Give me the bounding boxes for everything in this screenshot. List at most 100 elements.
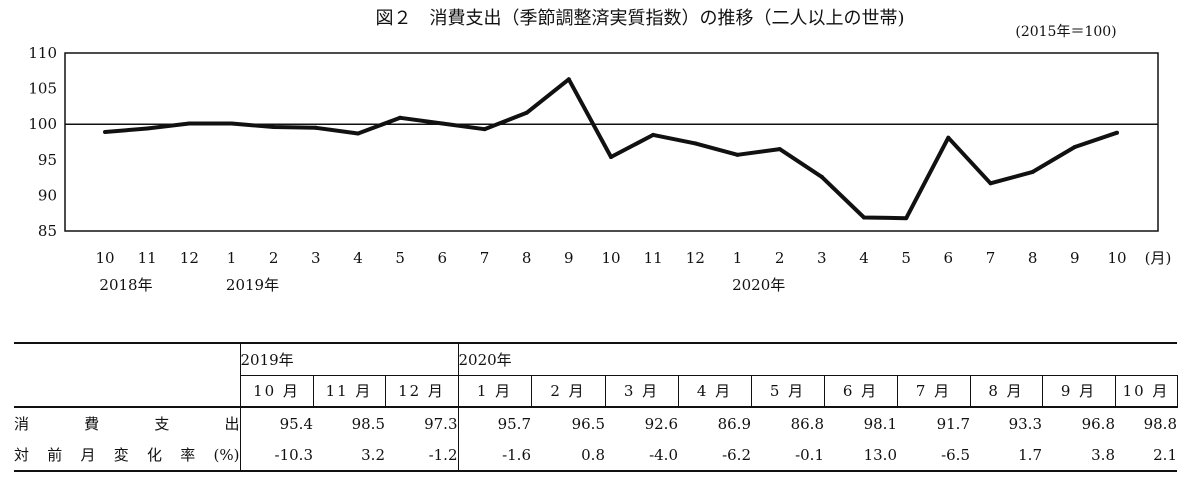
x-tick-label: 6 <box>944 249 954 267</box>
month-header: 6 月 <box>823 374 898 408</box>
chart: 図２ 消費支出（季節調整済実質指数）の推移（二人以上の世帯) (2015年＝10… <box>28 8 1171 294</box>
year-label: 2020年 <box>732 276 785 294</box>
data-point <box>946 135 951 140</box>
table-cell: -6.2 <box>678 439 751 472</box>
table-row-spending: 消 費 支 出 95.4 98.5 97.3 95.7 96.5 92.6 86.9 86.8… <box>14 406 1177 439</box>
data-point <box>524 110 529 115</box>
x-tick-label: 12 <box>686 249 705 267</box>
data-point <box>777 147 782 152</box>
x-tick-label: 8 <box>522 249 532 267</box>
table-cell: 86.8 <box>751 406 824 439</box>
table-cell: 13.0 <box>824 439 897 472</box>
data-point <box>735 152 740 157</box>
x-tick-label: 10 <box>601 249 620 267</box>
table-cell: 95.4 <box>239 406 313 439</box>
x-tick-label: 3 <box>817 249 827 267</box>
x-tick-label: 7 <box>986 249 996 267</box>
y-tick-label: 110 <box>28 44 57 62</box>
month-header: 8 月 <box>969 374 1043 408</box>
data-point <box>313 125 318 130</box>
year-2019-header: 2019年 <box>239 342 458 375</box>
x-tick-label: 4 <box>353 249 363 267</box>
x-tick-label: 2 <box>775 249 785 267</box>
x-tick-label: 4 <box>859 249 869 267</box>
x-tick-label: 6 <box>438 249 448 267</box>
data-point <box>1115 130 1119 135</box>
y-tick-label: 95 <box>38 151 57 169</box>
data-point <box>693 141 698 146</box>
data-point <box>229 121 234 126</box>
table-year-row: 2019年 2020年 <box>14 342 1177 375</box>
data-point <box>440 121 445 126</box>
table-cell: 98.1 <box>824 406 897 439</box>
table-cell: 93.3 <box>970 406 1042 439</box>
year-label: 2019年 <box>226 276 279 294</box>
month-header: 11 月 <box>312 374 386 408</box>
table-cell: -6.5 <box>897 439 970 472</box>
month-header: 1 月 <box>457 374 532 408</box>
x-tick-label: 9 <box>1070 249 1080 267</box>
x-tick-label: 10 <box>95 249 114 267</box>
x-tick-label: 3 <box>311 249 321 267</box>
table-cell: 98.8 <box>1115 406 1177 439</box>
data-point <box>1030 169 1035 174</box>
data-point <box>819 174 824 179</box>
month-header: 2 月 <box>530 374 606 408</box>
table-cell: 92.6 <box>605 406 678 439</box>
row-label-change: 対前月変化率(%) <box>14 439 241 472</box>
month-header: 5 月 <box>750 374 825 408</box>
table-cell: 95.7 <box>457 406 531 439</box>
year-2020-header: 2020年 <box>457 342 1177 375</box>
data-point <box>103 130 107 135</box>
x-tick-label: 8 <box>1028 249 1038 267</box>
month-header: 3 月 <box>604 374 679 408</box>
month-header: 12 月 <box>384 374 459 408</box>
y-tick-label: 100 <box>28 115 57 133</box>
table-cell: 97.3 <box>385 406 458 439</box>
data-point <box>862 215 866 220</box>
table-cell: 0.8 <box>531 439 605 472</box>
data-point <box>609 154 613 159</box>
month-header: 10 月 <box>1114 374 1178 408</box>
table-cell: 96.5 <box>531 406 605 439</box>
data-point <box>566 77 571 82</box>
year-label: 2018年 <box>99 276 152 294</box>
data-point <box>398 115 403 120</box>
row-label-spending: 消 費 支 出 <box>14 406 241 439</box>
table-cell: 86.9 <box>678 406 751 439</box>
month-header: 10 月 <box>239 374 314 408</box>
table-cell: 96.8 <box>1042 406 1115 439</box>
data-point <box>988 181 993 186</box>
x-tick-label: 10 <box>1107 249 1126 267</box>
x-tick-label: 11 <box>644 249 663 267</box>
x-tick-label: 1 <box>733 249 743 267</box>
x-tick-label: 5 <box>395 249 405 267</box>
table-cell: 3.2 <box>313 439 385 472</box>
data-point <box>356 131 360 136</box>
data-point <box>145 126 150 131</box>
table-cell: -1.2 <box>385 439 458 472</box>
x-tick-label: 5 <box>901 249 911 267</box>
table-cell: -1.6 <box>457 439 531 472</box>
x-tick-label: 9 <box>564 249 574 267</box>
table-cell: 1.7 <box>970 439 1042 472</box>
series-line <box>104 77 1118 221</box>
table-cell: -0.1 <box>751 439 824 472</box>
x-tick-label: 7 <box>480 249 490 267</box>
table-cell: 3.8 <box>1042 439 1115 472</box>
data-point <box>1072 144 1077 149</box>
plot-frame <box>64 52 1159 232</box>
x-tick-label: 12 <box>180 249 199 267</box>
table-corner-blank <box>14 375 241 407</box>
data-point <box>651 132 656 137</box>
y-tick-label: 85 <box>38 222 57 240</box>
table-cell: 2.1 <box>1115 439 1177 472</box>
month-header: 9 月 <box>1041 374 1116 408</box>
x-tick-label: 2 <box>269 249 279 267</box>
chart-title: 図２ 消費支出（季節調整済実質指数）の推移（二人以上の世帯) <box>375 8 904 29</box>
x-tick-label: 1 <box>227 249 237 267</box>
data-point <box>271 125 276 130</box>
table-cell: 91.7 <box>897 406 970 439</box>
